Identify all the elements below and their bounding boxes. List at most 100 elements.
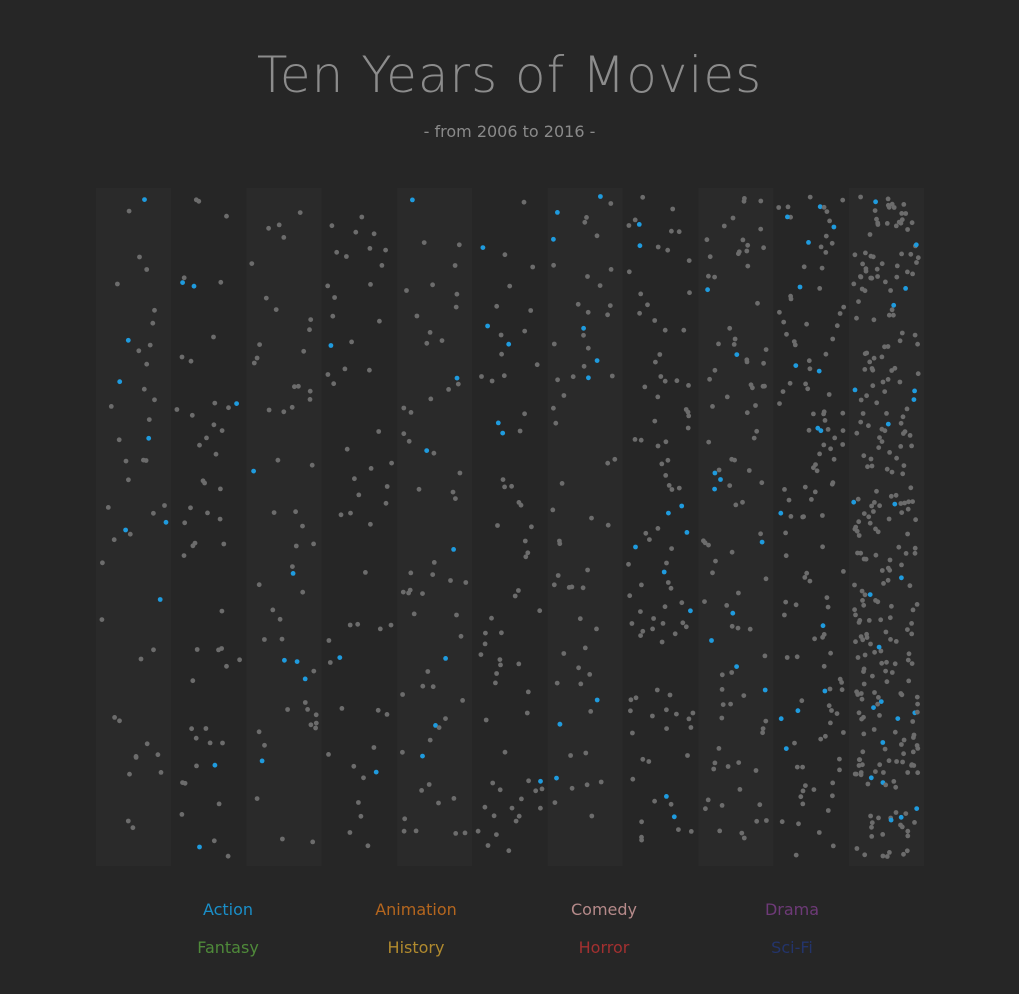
movie-dot[interactable] xyxy=(584,215,589,220)
movie-dot[interactable] xyxy=(909,661,915,666)
movie-dot[interactable] xyxy=(712,367,718,373)
movie-dot[interactable] xyxy=(859,696,865,702)
movie-dot[interactable] xyxy=(812,636,817,642)
movie-dot[interactable] xyxy=(884,411,889,416)
movie-dot[interactable] xyxy=(489,378,495,384)
movie-dot-highlighted[interactable] xyxy=(586,375,591,381)
movie-dot[interactable] xyxy=(688,829,694,834)
movie-dot-highlighted[interactable] xyxy=(822,688,828,694)
movie-dot[interactable] xyxy=(861,511,867,516)
movie-dot[interactable] xyxy=(220,740,225,746)
movie-dot[interactable] xyxy=(311,668,317,674)
movie-dot[interactable] xyxy=(454,612,459,618)
movie-dot[interactable] xyxy=(800,801,806,807)
movie-dot[interactable] xyxy=(400,749,405,755)
movie-dot[interactable] xyxy=(626,223,632,228)
movie-dot[interactable] xyxy=(581,363,587,369)
movie-dot[interactable] xyxy=(626,561,631,567)
movie-dot-highlighted[interactable] xyxy=(709,638,714,643)
movie-dot-highlighted[interactable] xyxy=(146,435,152,441)
movie-dot[interactable] xyxy=(731,342,737,347)
movie-dot[interactable] xyxy=(867,520,873,526)
movie-dot[interactable] xyxy=(537,608,543,614)
movie-dot[interactable] xyxy=(885,196,891,202)
movie-dot[interactable] xyxy=(869,834,875,839)
movie-dot[interactable] xyxy=(483,717,489,723)
movie-dot[interactable] xyxy=(853,639,858,645)
movie-dot[interactable] xyxy=(862,367,868,372)
movie-dot[interactable] xyxy=(905,627,910,632)
movie-dot[interactable] xyxy=(898,420,904,426)
movie-dot[interactable] xyxy=(868,253,874,259)
movie-dot-highlighted[interactable] xyxy=(911,397,917,402)
movie-dot[interactable] xyxy=(750,385,755,391)
movie-dot[interactable] xyxy=(270,607,276,613)
movie-dot[interactable] xyxy=(860,598,865,603)
movie-dot[interactable] xyxy=(580,585,586,591)
movie-dot[interactable] xyxy=(213,451,219,457)
movie-dot[interactable] xyxy=(551,405,556,411)
legend-item-scifi[interactable]: Sci-Fi xyxy=(771,938,813,957)
movie-dot-highlighted[interactable] xyxy=(820,623,826,629)
movie-dot[interactable] xyxy=(879,568,885,573)
movie-dot[interactable] xyxy=(430,684,436,690)
movie-dot[interactable] xyxy=(915,770,921,776)
movie-dot[interactable] xyxy=(325,372,331,377)
movie-dot[interactable] xyxy=(349,339,354,345)
movie-dot[interactable] xyxy=(816,830,822,835)
movie-dot[interactable] xyxy=(524,710,530,716)
movie-dot[interactable] xyxy=(219,646,225,651)
movie-dot-highlighted[interactable] xyxy=(294,659,300,664)
movie-dot[interactable] xyxy=(152,307,157,313)
movie-dot[interactable] xyxy=(683,407,689,412)
movie-dot[interactable] xyxy=(630,730,635,736)
movie-dot[interactable] xyxy=(219,608,225,614)
movie-dot[interactable] xyxy=(875,599,881,605)
movie-dot[interactable] xyxy=(725,764,731,769)
movie-dot[interactable] xyxy=(830,780,836,786)
movie-dot[interactable] xyxy=(855,496,861,502)
movie-dot[interactable] xyxy=(676,229,682,235)
movie-dot[interactable] xyxy=(912,550,918,556)
movie-dot[interactable] xyxy=(302,700,308,705)
movie-dot[interactable] xyxy=(424,340,430,346)
movie-dot[interactable] xyxy=(875,701,880,707)
movie-dot[interactable] xyxy=(668,801,674,807)
movie-dot[interactable] xyxy=(915,701,920,707)
movie-dot[interactable] xyxy=(151,510,156,516)
movie-dot[interactable] xyxy=(174,407,180,412)
movie-dot[interactable] xyxy=(885,377,891,382)
movie-dot[interactable] xyxy=(862,592,868,598)
movie-dot[interactable] xyxy=(669,546,674,551)
movie-dot[interactable] xyxy=(719,715,725,721)
movie-dot[interactable] xyxy=(179,812,185,817)
movie-dot[interactable] xyxy=(729,549,735,555)
movie-dot[interactable] xyxy=(906,651,912,657)
legend-item-animation[interactable]: Animation xyxy=(375,900,457,919)
movie-dot[interactable] xyxy=(271,510,277,515)
movie-dot[interactable] xyxy=(525,689,531,695)
movie-dot[interactable] xyxy=(841,730,846,735)
movie-dot[interactable] xyxy=(899,217,905,223)
movie-dot[interactable] xyxy=(840,428,846,433)
movie-dot[interactable] xyxy=(870,383,876,389)
movie-dot[interactable] xyxy=(509,483,514,489)
movie-dot-highlighted[interactable] xyxy=(914,806,920,811)
movie-dot-highlighted[interactable] xyxy=(191,283,197,289)
movie-dot[interactable] xyxy=(872,500,877,505)
movie-dot[interactable] xyxy=(878,648,884,654)
movie-dot-highlighted[interactable] xyxy=(778,716,784,722)
movie-dot[interactable] xyxy=(400,692,405,697)
movie-dot[interactable] xyxy=(827,218,832,224)
movie-dot[interactable] xyxy=(376,429,382,434)
movie-dot[interactable] xyxy=(763,718,769,724)
movie-dot[interactable] xyxy=(824,595,830,600)
movie-dot-highlighted[interactable] xyxy=(831,224,837,230)
movie-dot[interactable] xyxy=(137,254,142,260)
movie-dot[interactable] xyxy=(655,443,661,449)
movie-dot[interactable] xyxy=(681,327,687,333)
movie-dot[interactable] xyxy=(193,735,199,741)
movie-dot[interactable] xyxy=(356,800,361,805)
movie-dot[interactable] xyxy=(802,575,808,580)
movie-dot[interactable] xyxy=(800,788,806,794)
